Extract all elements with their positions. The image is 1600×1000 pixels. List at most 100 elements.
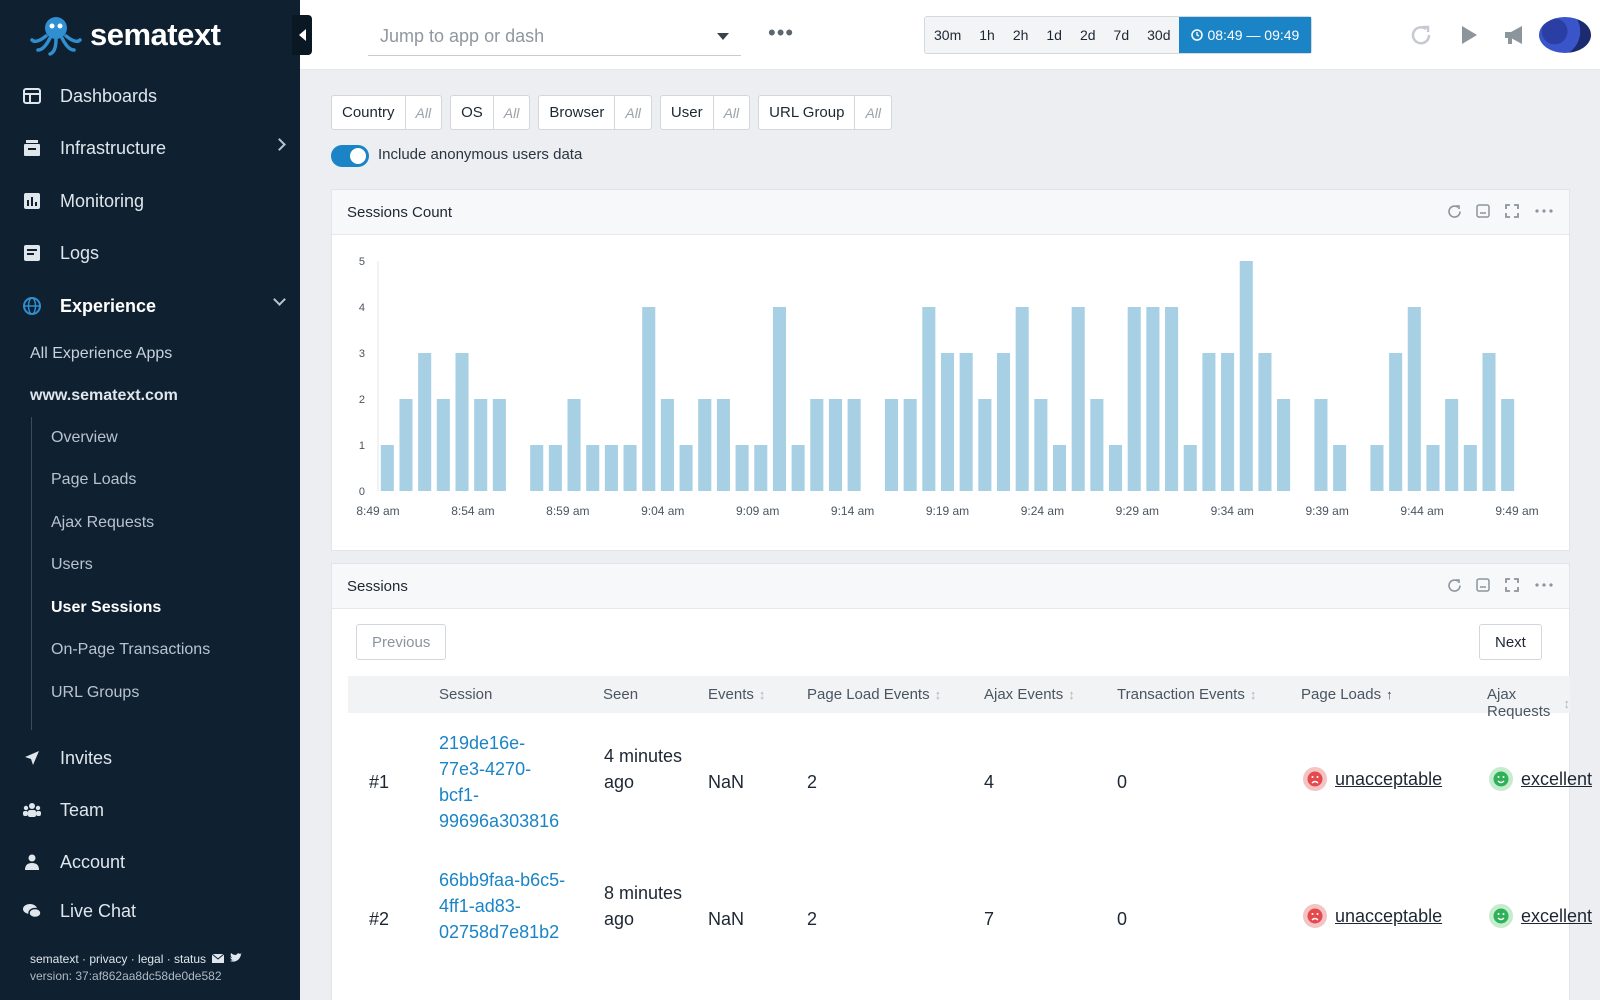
minimize-icon[interactable] xyxy=(1475,203,1491,219)
chart-bar[interactable] xyxy=(1407,307,1421,491)
chart-bar[interactable] xyxy=(1370,445,1384,491)
chart-bar[interactable] xyxy=(978,399,992,491)
chart-bar[interactable] xyxy=(1071,307,1085,491)
chart-bar[interactable] xyxy=(1389,353,1403,491)
megaphone-icon[interactable] xyxy=(1500,20,1530,50)
chart-bar[interactable] xyxy=(754,445,768,491)
minimize-icon[interactable] xyxy=(1475,577,1491,593)
chart-bar[interactable] xyxy=(1463,445,1477,491)
sidebar-link-site[interactable]: www.sematext.com xyxy=(30,387,178,404)
more-icon[interactable] xyxy=(1533,203,1555,219)
sidebar-item-users[interactable]: Users xyxy=(51,556,93,573)
time-button-7d[interactable]: 7d xyxy=(1113,27,1130,43)
session-link[interactable]: 219de16e-77e3-4270-bcf1-99696a303816 xyxy=(439,733,560,831)
footer-links-text[interactable]: sematext · privacy · legal · status xyxy=(30,952,207,966)
sidebar-item-monitoring[interactable]: Monitoring xyxy=(0,179,300,223)
previous-page-button[interactable]: Previous xyxy=(356,624,447,660)
time-button-1d[interactable]: 1d xyxy=(1046,27,1062,43)
twitter-icon[interactable] xyxy=(230,952,243,966)
sidebar-item-live-chat[interactable]: Live Chat xyxy=(0,889,300,933)
chart-bar[interactable] xyxy=(1501,399,1515,491)
sidebar-item-infrastructure[interactable]: Infrastructure xyxy=(0,126,300,170)
chart-bar[interactable] xyxy=(884,399,899,491)
sidebar-item-on-page-transactions[interactable]: On-Page Transactions xyxy=(51,641,211,658)
chart-bar[interactable] xyxy=(1165,307,1179,491)
column-session[interactable]: Session xyxy=(439,686,492,703)
chart-bar[interactable] xyxy=(959,353,973,491)
chart-bar[interactable] xyxy=(623,445,637,491)
footer-links[interactable]: sematext · privacy · legal · status xyxy=(30,952,243,966)
refresh-icon[interactable] xyxy=(1406,20,1436,50)
user-avatar[interactable] xyxy=(1539,17,1591,53)
chart-bar[interactable] xyxy=(380,445,394,491)
chart-bar[interactable] xyxy=(455,353,469,491)
column-ajax-events[interactable]: Ajax Events ↕ xyxy=(984,686,1075,703)
chart-bar[interactable] xyxy=(642,307,656,491)
chart-bar[interactable] xyxy=(1258,353,1272,491)
refresh-icon[interactable] xyxy=(1446,203,1462,219)
chart-bar[interactable] xyxy=(1034,399,1048,491)
column-seen[interactable]: Seen xyxy=(603,686,638,703)
chart-bar[interactable] xyxy=(1333,445,1347,491)
chart-bar[interactable] xyxy=(567,399,581,491)
time-button-30m[interactable]: 30m xyxy=(934,27,962,43)
chart-bar[interactable] xyxy=(1221,353,1235,491)
filter-user[interactable]: User All xyxy=(659,95,751,130)
fullscreen-icon[interactable] xyxy=(1504,203,1520,219)
jump-to-app-select[interactable]: Jump to app or dash xyxy=(368,18,741,56)
ajax-requests-rating[interactable]: excellent xyxy=(1489,903,1592,929)
chart-bar[interactable] xyxy=(399,399,413,491)
column-ajax-requests[interactable]: Ajax Requests ↕ xyxy=(1487,686,1570,720)
chart-bar[interactable] xyxy=(586,445,600,491)
chart-bar[interactable] xyxy=(548,445,562,491)
time-button-1h[interactable]: 1h xyxy=(979,27,995,43)
chart-bar[interactable] xyxy=(1426,445,1440,491)
chart-bar[interactable] xyxy=(1277,399,1291,491)
chart-bar[interactable] xyxy=(847,399,861,491)
chart-bar[interactable] xyxy=(660,399,674,491)
sidebar-item-user-sessions[interactable]: User Sessions xyxy=(51,599,162,616)
page-loads-rating[interactable]: unacceptable xyxy=(1303,766,1442,792)
chart-bar[interactable] xyxy=(791,445,805,491)
sidebar-item-invites[interactable]: Invites xyxy=(0,736,300,780)
chart-bar[interactable] xyxy=(604,445,618,491)
chart-bar[interactable] xyxy=(735,445,749,491)
chart-bar[interactable] xyxy=(1015,307,1029,491)
sidebar-item-overview[interactable]: Overview xyxy=(51,429,118,446)
time-button-30d[interactable]: 30d xyxy=(1147,27,1171,43)
chart-bar[interactable] xyxy=(1109,445,1123,491)
collapse-sidebar-button[interactable] xyxy=(292,15,312,55)
sidebar-item-experience[interactable]: Experience xyxy=(0,284,300,328)
chart-bar[interactable] xyxy=(1239,261,1253,491)
chart-bar[interactable] xyxy=(1314,399,1328,491)
filter-os[interactable]: OS All xyxy=(450,95,531,130)
page-loads-rating[interactable]: unacceptable xyxy=(1303,903,1442,929)
filter-country[interactable]: Country All xyxy=(331,95,443,130)
chart-bar[interactable] xyxy=(772,307,786,491)
chart-bar[interactable] xyxy=(492,399,506,491)
sidebar-item-logs[interactable]: Logs xyxy=(0,231,300,275)
chart-bar[interactable] xyxy=(474,399,488,491)
more-options-button[interactable]: ••• xyxy=(768,20,795,45)
sidebar-item-ajax-requests[interactable]: Ajax Requests xyxy=(51,514,155,531)
filter-url-group[interactable]: URL Group All xyxy=(758,95,893,130)
time-button-2d[interactable]: 2d xyxy=(1079,27,1096,43)
chart-bar[interactable] xyxy=(530,445,544,491)
chart-bar[interactable] xyxy=(698,399,712,491)
chart-bar[interactable] xyxy=(922,307,936,491)
chart-bar[interactable] xyxy=(940,353,955,491)
chart-bar[interactable] xyxy=(996,353,1011,491)
chart-bar[interactable] xyxy=(1445,399,1459,491)
sidebar-link-all-experience-apps[interactable]: All Experience Apps xyxy=(30,345,173,362)
chart-bar[interactable] xyxy=(810,399,824,491)
chart-bar[interactable] xyxy=(716,399,730,491)
chart-bar[interactable] xyxy=(1146,307,1160,491)
mail-icon[interactable] xyxy=(211,952,225,966)
chart-bar[interactable] xyxy=(1127,307,1141,491)
column-events[interactable]: Events ↕ xyxy=(708,686,765,703)
time-button-2h[interactable]: 2h xyxy=(1012,27,1029,43)
chart-bar[interactable] xyxy=(418,353,432,491)
more-icon[interactable] xyxy=(1533,577,1555,593)
sidebar-item-account[interactable]: Account xyxy=(0,840,300,884)
ajax-requests-rating[interactable]: excellent xyxy=(1489,766,1592,792)
